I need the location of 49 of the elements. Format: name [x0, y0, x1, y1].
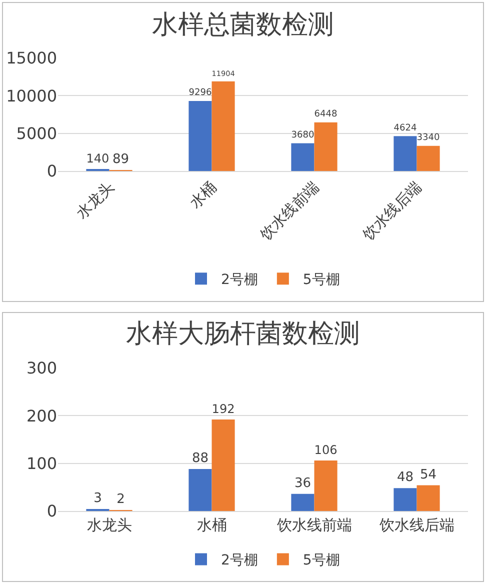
data-label: 89 [112, 152, 130, 167]
y-tick-label: 0 [46, 162, 57, 181]
legend-label: 5号棚 [302, 552, 340, 569]
bar [212, 419, 235, 511]
bar [291, 143, 314, 171]
data-label: 106 [314, 442, 338, 457]
bar [394, 136, 417, 171]
x-tick-label: 水龙头 [72, 178, 118, 222]
x-tick-label: 饮水线后端 [358, 178, 425, 244]
bar [291, 494, 314, 511]
legend-label: 2号棚 [221, 552, 258, 569]
data-label: 6448 [314, 110, 338, 120]
y-tick-label: 15000 [6, 48, 57, 68]
bar [394, 488, 417, 511]
x-tick-label: 水桶 [196, 516, 227, 534]
data-label: 4624 [394, 123, 417, 134]
data-label: 36 [294, 476, 311, 491]
bar [314, 122, 338, 171]
bar [188, 100, 212, 171]
y-tick-label: 10000 [6, 86, 57, 106]
data-label: 140 [86, 151, 110, 166]
y-tick-label: 200 [26, 406, 57, 426]
bar [314, 460, 338, 511]
chart-title: 水样大肠杆菌数检测 [126, 318, 360, 349]
legend-label: 5号棚 [302, 272, 340, 288]
data-label: 2 [116, 492, 125, 507]
legend-label: 2号棚 [221, 272, 258, 288]
chart-title: 水样总菌数检测 [152, 10, 334, 40]
data-label: 54 [420, 467, 437, 482]
x-tick-label: 水桶 [186, 178, 220, 212]
y-tick-label: 100 [26, 454, 57, 473]
x-tick-label: 饮水线前端 [256, 178, 322, 244]
x-tick-label: 水龙头 [86, 516, 132, 534]
y-tick-label: 0 [46, 502, 57, 521]
x-tick-label: 饮水线前端 [276, 516, 352, 534]
y-tick-label: 5000 [16, 124, 57, 143]
bar [416, 146, 440, 171]
data-label: 3 [94, 491, 102, 506]
data-label: 3340 [416, 133, 440, 144]
data-label: 88 [192, 451, 208, 466]
bar [188, 469, 212, 511]
bar [416, 485, 440, 511]
data-label: 3680 [291, 130, 314, 140]
data-label: 192 [212, 402, 235, 416]
data-label: 9296 [188, 88, 212, 98]
y-tick-label: 300 [26, 358, 57, 378]
data-label: 48 [396, 470, 414, 486]
bar [212, 81, 235, 171]
x-tick-label: 饮水线后端 [378, 516, 454, 534]
